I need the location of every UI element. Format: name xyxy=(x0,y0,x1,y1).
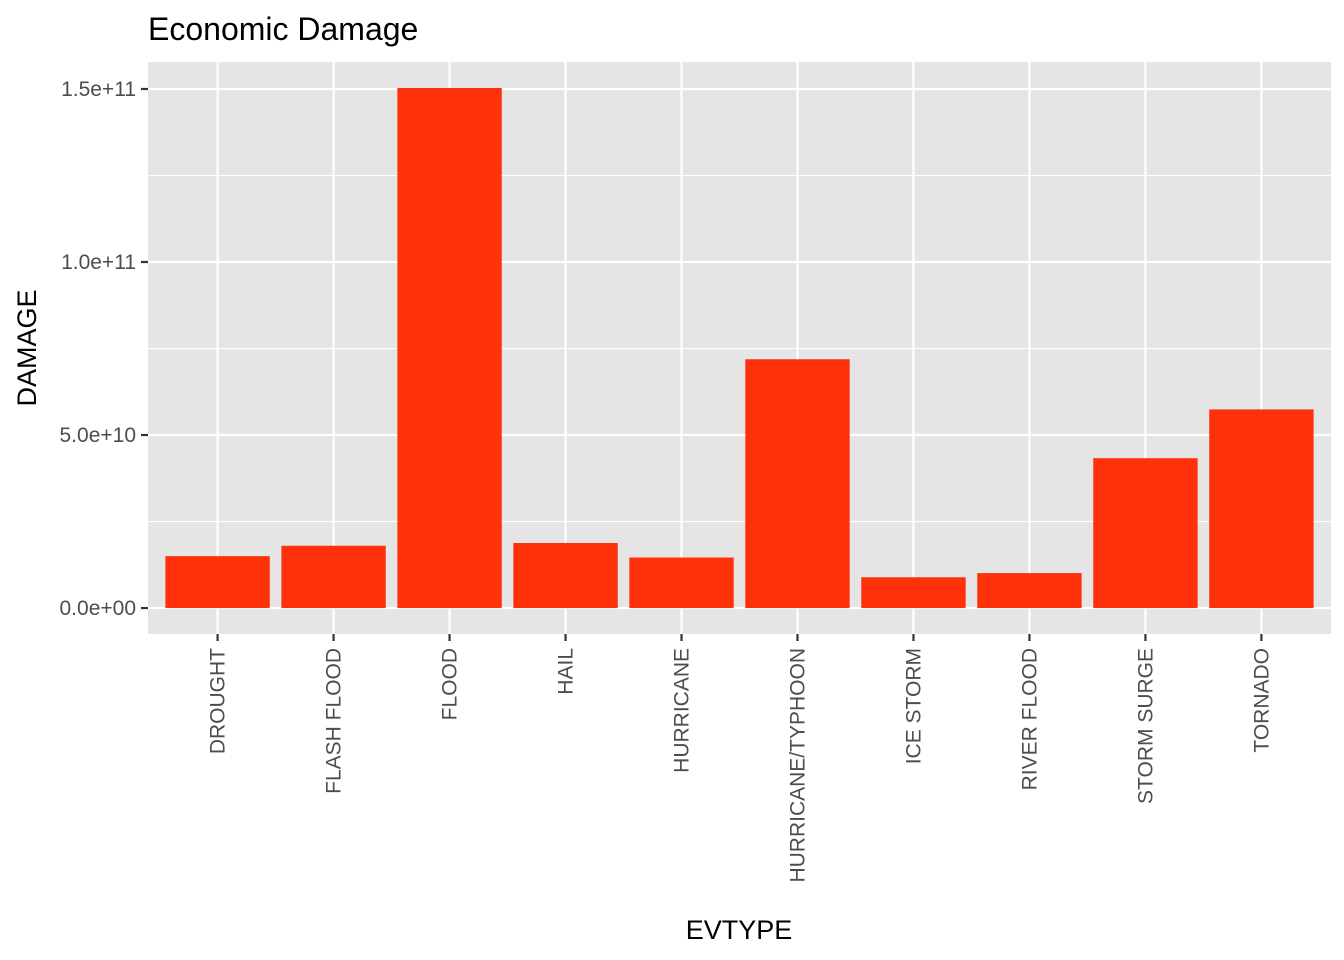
y-tick-label: 1.5e+11 xyxy=(61,78,136,101)
y-axis: 0.0e+00 5.0e+10 1.0e+11 1.5e+11 xyxy=(60,78,148,620)
x-tick-label: RIVER FLOOD xyxy=(1018,648,1041,790)
chart-title: Economic Damage xyxy=(148,11,418,47)
bar-drought xyxy=(165,556,270,609)
x-tick-label: DROUGHT xyxy=(207,648,230,754)
x-axis: DROUGHT FLASH FLOOD FLOOD HAIL HURRICANE HURR… xyxy=(207,634,1273,883)
y-tick-label: 5.0e+10 xyxy=(60,424,137,447)
bar-flash-flood xyxy=(281,545,386,609)
bar-flood xyxy=(397,87,502,609)
x-tick-label: HURRICANE xyxy=(671,648,694,773)
x-tick-label: FLASH FLOOD xyxy=(323,648,346,794)
y-tick-label: 0.0e+00 xyxy=(60,597,137,620)
bar-hurricane-typhoon xyxy=(745,359,850,609)
bar-ice-storm xyxy=(861,577,966,609)
bar-hail xyxy=(513,542,618,609)
x-tick-label: TORNADO xyxy=(1250,648,1273,753)
y-tick-label: 1.0e+11 xyxy=(61,251,136,274)
x-tick-label: HURRICANE/TYPHOON xyxy=(786,648,809,883)
x-tick-label: HAIL xyxy=(555,648,578,695)
bar-hurricane xyxy=(629,557,734,609)
bar-storm-surge xyxy=(1093,458,1198,609)
x-tick-label: ICE STORM xyxy=(902,648,925,764)
bar-tornado xyxy=(1209,409,1314,609)
x-tick-label: FLOOD xyxy=(439,648,462,720)
bar-river-flood xyxy=(977,573,1082,609)
bars xyxy=(165,87,1314,609)
y-axis-title: DAMAGE xyxy=(12,289,42,406)
x-axis-title: EVTYPE xyxy=(686,915,793,945)
x-tick-label: STORM SURGE xyxy=(1134,648,1157,804)
